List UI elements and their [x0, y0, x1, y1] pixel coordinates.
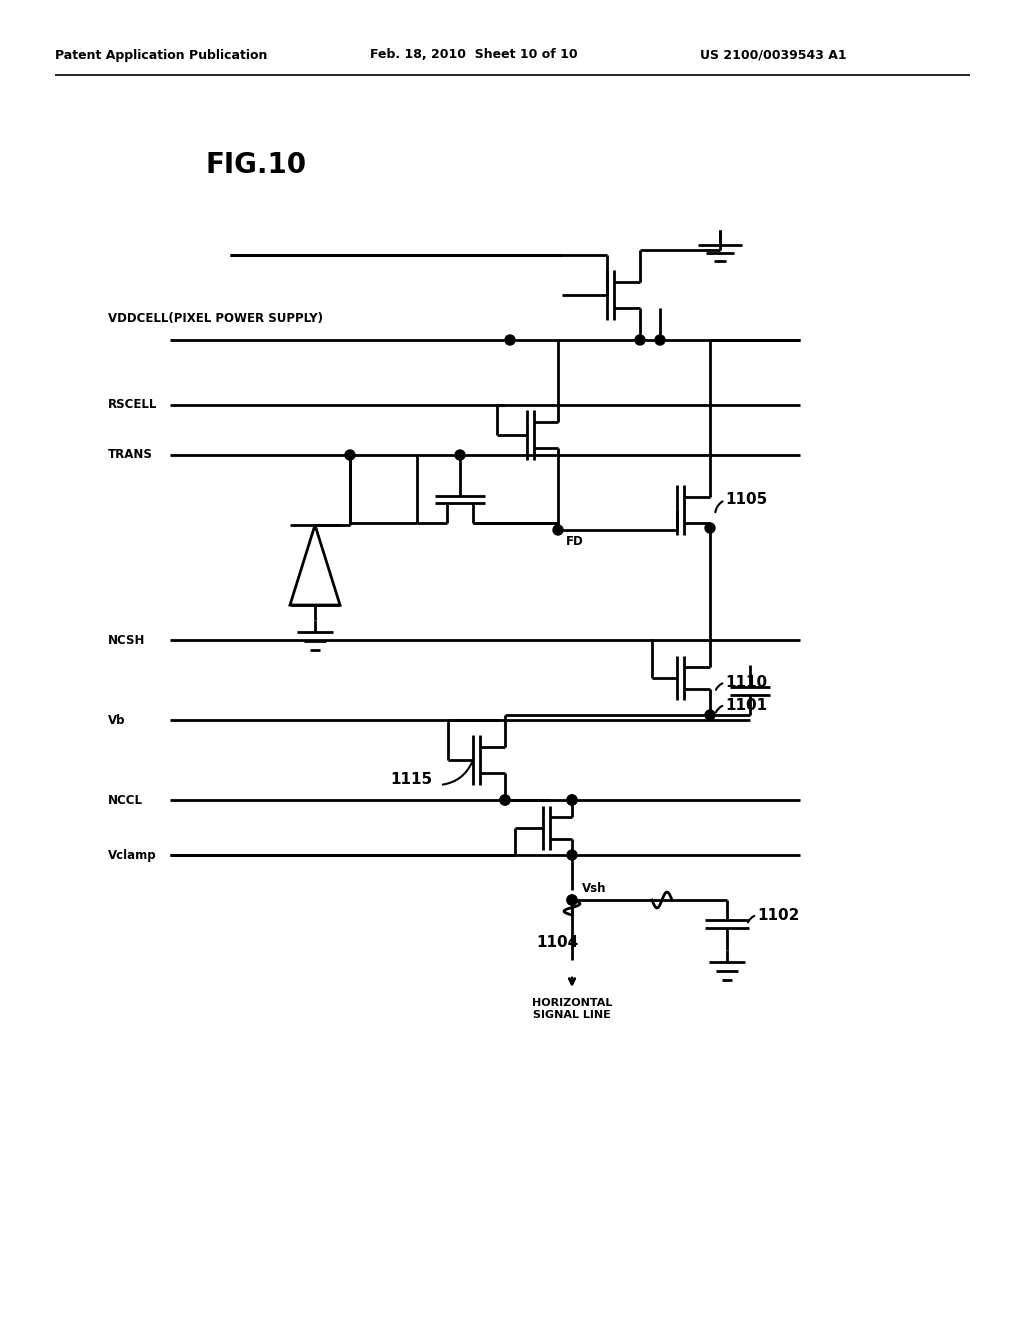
Circle shape	[567, 795, 577, 805]
Text: NCSH: NCSH	[108, 634, 145, 647]
Circle shape	[635, 335, 645, 345]
Circle shape	[455, 450, 465, 459]
Circle shape	[567, 895, 577, 906]
Text: HORIZONTAL
SIGNAL LINE: HORIZONTAL SIGNAL LINE	[531, 998, 612, 1019]
Text: VDDCELL(PIXEL POWER SUPPLY): VDDCELL(PIXEL POWER SUPPLY)	[108, 312, 323, 325]
Text: 1105: 1105	[725, 492, 767, 507]
Circle shape	[705, 710, 715, 719]
Circle shape	[705, 523, 715, 533]
Text: Vb: Vb	[108, 714, 126, 726]
Text: 1101: 1101	[725, 697, 767, 713]
Text: RSCELL: RSCELL	[108, 399, 158, 412]
Circle shape	[500, 795, 510, 805]
Text: TRANS: TRANS	[108, 449, 153, 462]
Text: Patent Application Publication: Patent Application Publication	[55, 49, 267, 62]
Text: 1102: 1102	[757, 908, 800, 923]
Text: FIG.10: FIG.10	[205, 150, 306, 180]
Circle shape	[500, 795, 510, 805]
Text: Vsh: Vsh	[582, 882, 606, 895]
Circle shape	[655, 335, 665, 345]
Text: 1110: 1110	[725, 675, 767, 690]
Text: Vclamp: Vclamp	[108, 849, 157, 862]
Circle shape	[505, 335, 515, 345]
Text: 1115: 1115	[390, 772, 432, 788]
Circle shape	[567, 795, 577, 805]
Text: 1104: 1104	[536, 935, 579, 950]
Circle shape	[567, 895, 577, 906]
Text: Feb. 18, 2010  Sheet 10 of 10: Feb. 18, 2010 Sheet 10 of 10	[370, 49, 578, 62]
Circle shape	[345, 450, 355, 459]
Circle shape	[567, 850, 577, 861]
Circle shape	[553, 525, 563, 535]
Text: FD: FD	[566, 535, 584, 548]
Text: NCCL: NCCL	[108, 793, 143, 807]
Text: US 2100/0039543 A1: US 2100/0039543 A1	[700, 49, 847, 62]
